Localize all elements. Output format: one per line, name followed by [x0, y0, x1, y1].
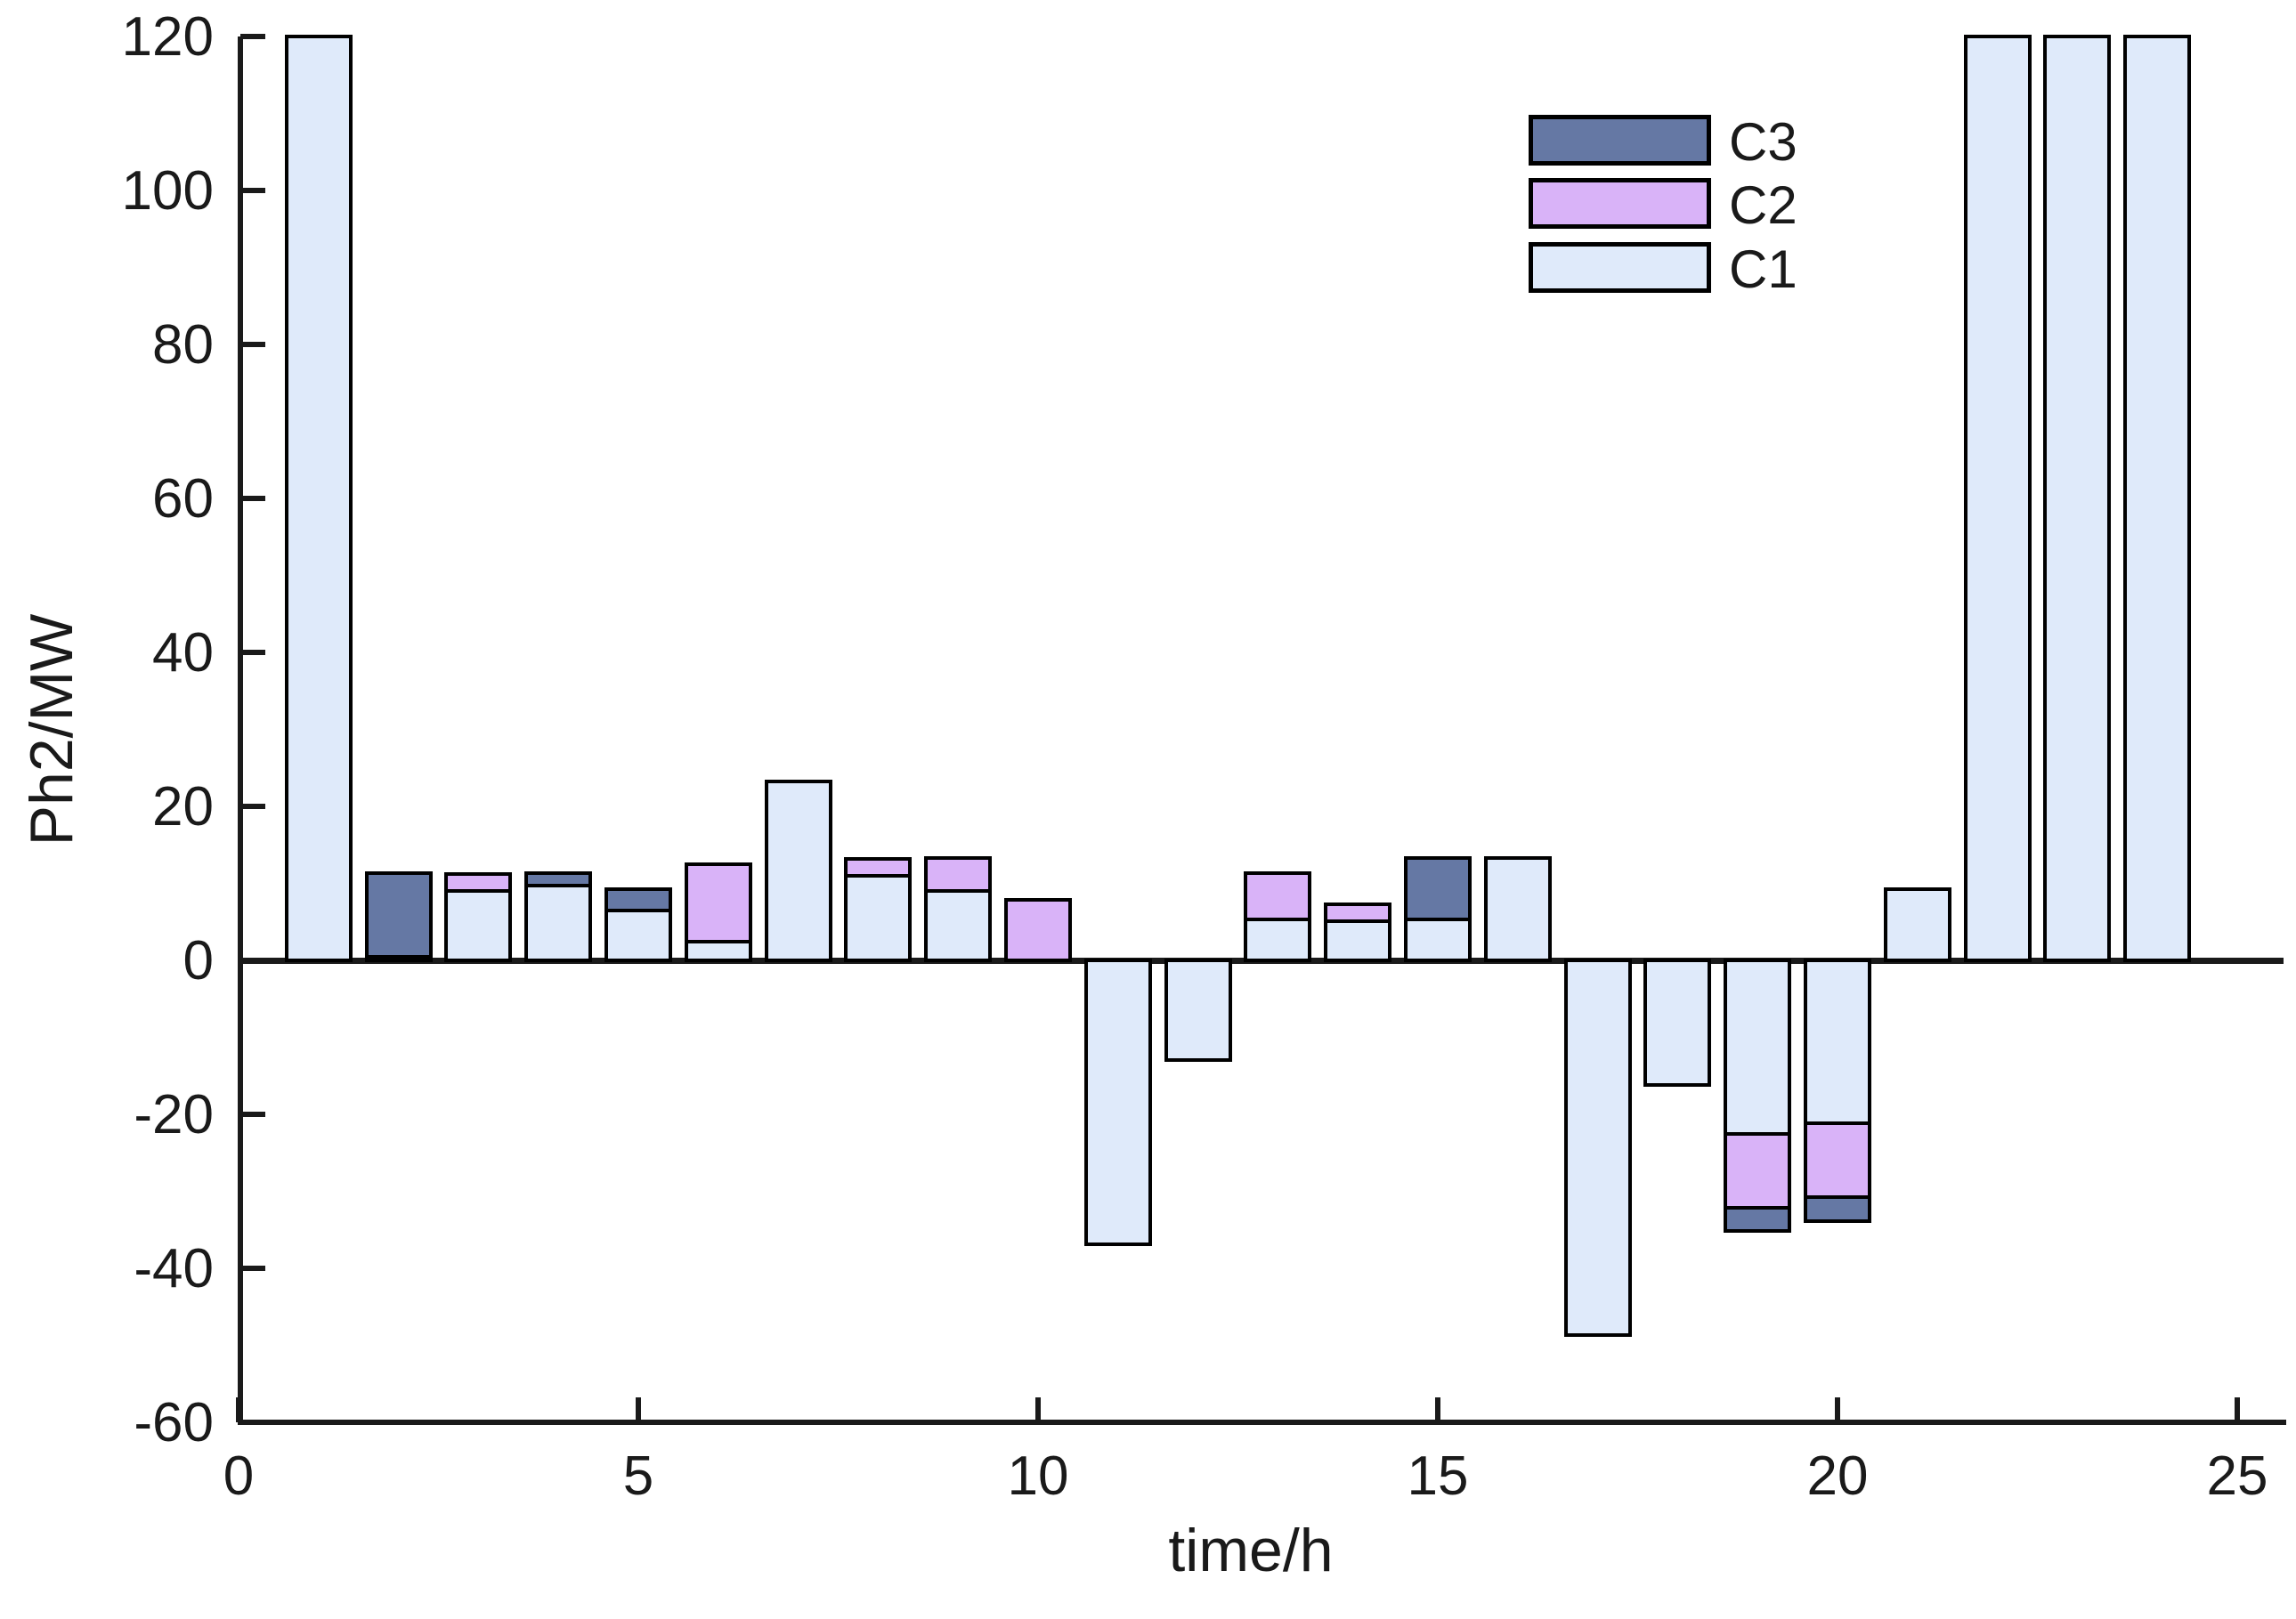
bar-segment-c1-h22: [1963, 35, 2032, 962]
y-tick-label: 0: [183, 930, 214, 992]
y-tick-label: 20: [152, 776, 214, 838]
bar-segment-c2-h9: [924, 855, 993, 894]
y-tick: [240, 34, 265, 39]
x-tick-label: 10: [1007, 1445, 1069, 1507]
bar-segment-c1-h9: [924, 889, 993, 962]
bar-segment-c3-h19: [1724, 1205, 1792, 1234]
y-axis-spine: [238, 36, 243, 1425]
y-tick-label: -40: [134, 1238, 214, 1299]
bar-segment-c1-h18: [1643, 959, 1712, 1088]
bar-segment-c2-h20: [1804, 1121, 1871, 1199]
bar-segment-c2-h10: [1004, 897, 1072, 962]
bar-segment-c1-h8: [844, 873, 913, 962]
y-tick-label: 120: [121, 6, 214, 68]
x-tick: [1435, 1397, 1440, 1422]
x-tick-label: 20: [1806, 1445, 1869, 1507]
x-tick: [2235, 1397, 2240, 1422]
bar-segment-c2-h19: [1724, 1131, 1792, 1210]
bar-segment-c1-h3: [444, 889, 513, 962]
y-tick: [240, 1266, 265, 1271]
x-tick: [236, 1397, 241, 1422]
y-tick-label: -20: [134, 1084, 214, 1145]
bar-segment-c2-h13: [1244, 871, 1312, 922]
bar-segment-c1-h1: [284, 35, 353, 962]
legend-swatch-c3: [1529, 115, 1711, 166]
bar-segment-c2-h8: [844, 856, 913, 878]
legend-label-c3: C3: [1729, 111, 1797, 172]
y-tick: [240, 1420, 265, 1425]
bar-segment-c2-h6: [684, 862, 752, 944]
legend-swatch-c2: [1529, 178, 1711, 229]
bar-segment-c1-h12: [1164, 959, 1232, 1062]
bar-segment-c3-h20: [1804, 1194, 1871, 1224]
bar-segment-c1-h4: [524, 884, 593, 962]
bar-segment-c3-h2: [364, 871, 433, 959]
x-tick: [1035, 1397, 1041, 1422]
y-tick-label: 100: [121, 160, 214, 222]
bar-segment-c1-h17: [1563, 959, 1632, 1338]
bar-segment-c1-h5: [604, 908, 672, 962]
y-tick-label: -60: [134, 1392, 214, 1453]
x-tick-label: 25: [2206, 1445, 2268, 1507]
y-tick: [240, 342, 265, 347]
bar-segment-c1-h7: [764, 780, 832, 962]
bar-segment-c1-h24: [2123, 35, 2192, 962]
x-tick: [636, 1397, 641, 1422]
x-axis-spine: [238, 1420, 2286, 1425]
x-tick-label: 15: [1407, 1445, 1469, 1507]
legend-swatch-c1: [1529, 242, 1711, 293]
bar-segment-c1-h19: [1724, 959, 1792, 1136]
y-tick: [240, 496, 265, 501]
x-tick-label: 5: [622, 1445, 654, 1507]
bar-segment-c1-h14: [1324, 919, 1392, 962]
bar-segment-c3-h15: [1404, 855, 1472, 922]
y-tick: [240, 650, 265, 655]
legend-label-c1: C1: [1729, 239, 1797, 299]
bar-segment-c1-h16: [1483, 855, 1552, 962]
y-tick: [240, 804, 265, 809]
bar-segment-c3-h5: [604, 887, 672, 912]
y-tick: [240, 1112, 265, 1117]
y-tick-label: 40: [152, 622, 214, 684]
bar-segment-c1-h20: [1804, 959, 1871, 1125]
bar-segment-c1-h11: [1083, 959, 1152, 1247]
x-axis-label: time/h: [1168, 1517, 1334, 1584]
bar-segment-c1-h15: [1404, 918, 1472, 962]
y-tick-label: 80: [152, 314, 214, 376]
bar-segment-c1-h13: [1244, 918, 1312, 962]
bar-segment-c2-h3: [444, 872, 513, 894]
x-tick: [1835, 1397, 1840, 1422]
y-tick-label: 60: [152, 468, 214, 530]
y-tick: [240, 188, 265, 193]
bar-segment-c1-h21: [1883, 887, 1951, 962]
bar-segment-c2-h14: [1324, 902, 1392, 923]
bar-segment-c3-h4: [524, 871, 593, 888]
legend-label-c2: C2: [1729, 174, 1797, 235]
bar-segment-c1-h23: [2043, 35, 2112, 962]
x-tick-label: 0: [223, 1445, 255, 1507]
